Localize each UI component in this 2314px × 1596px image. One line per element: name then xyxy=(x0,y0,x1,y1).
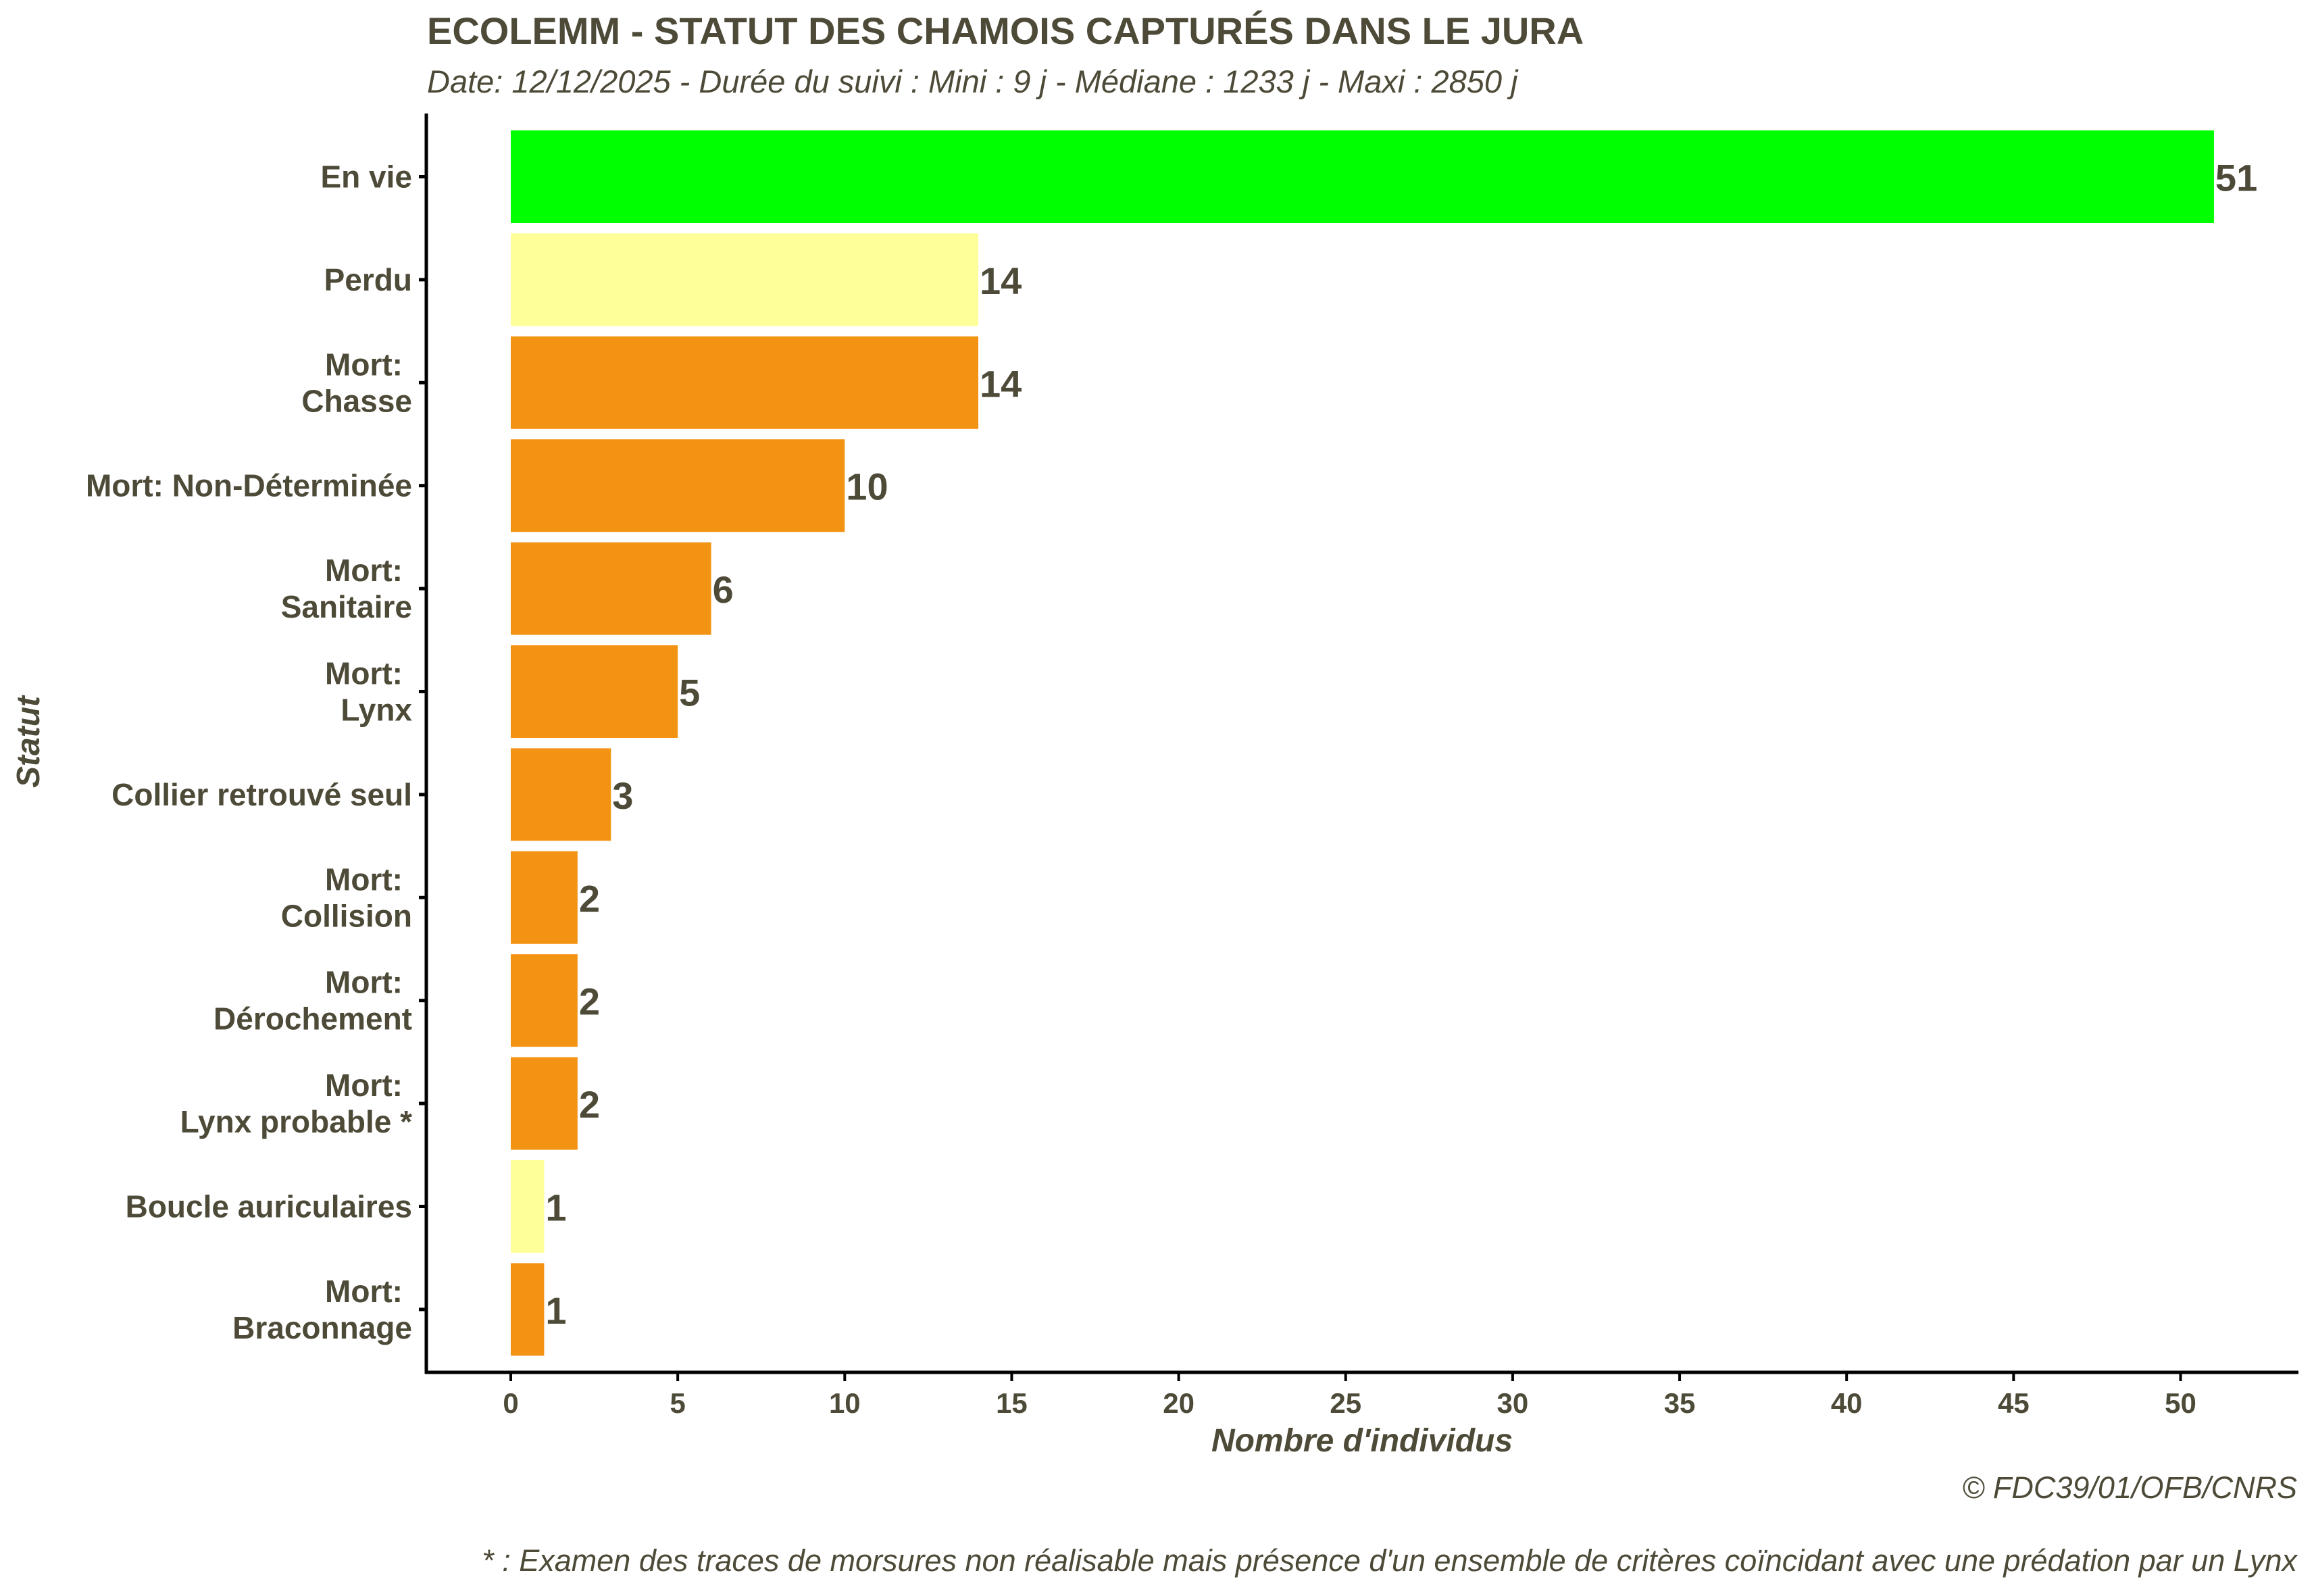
bar xyxy=(511,1057,578,1150)
y-tick-label-line: Lynx probable * xyxy=(180,1104,412,1139)
bar xyxy=(511,748,611,841)
value-label: 2 xyxy=(579,877,600,920)
bar xyxy=(511,954,578,1047)
y-tick-label-line: En vie xyxy=(320,159,412,195)
y-tick-label: Mort: Braconnage xyxy=(232,1274,412,1345)
x-tick-label: 35 xyxy=(1664,1387,1696,1419)
x-tick-label: 15 xyxy=(996,1387,1028,1419)
footnote-caption: * : Examen des traces de morsures non ré… xyxy=(482,1543,2298,1578)
y-tick-label: Perdu xyxy=(324,262,412,297)
value-label: 6 xyxy=(713,568,734,611)
x-tick-label: 45 xyxy=(1998,1387,2030,1419)
y-tick-label-line: Collier retrouvé seul xyxy=(111,777,412,812)
bar xyxy=(511,645,678,738)
chart-subtitle: Date: 12/12/2025 - Durée du suivi : Mini… xyxy=(427,64,1519,99)
bar xyxy=(511,233,979,326)
value-label: 1 xyxy=(545,1289,566,1332)
chart-title: ECOLEMM - STATUT DES CHAMOIS CAPTURÉS DA… xyxy=(427,9,1584,52)
value-label: 14 xyxy=(980,259,1022,302)
x-tick-label: 40 xyxy=(1831,1387,1863,1419)
y-tick-label-line: Braconnage xyxy=(232,1310,412,1345)
y-tick-label-line: Boucle auriculaires xyxy=(126,1189,412,1224)
value-label: 2 xyxy=(579,1083,600,1126)
y-tick-label-line: Collision xyxy=(281,898,412,933)
value-label: 3 xyxy=(612,774,633,817)
x-tick-labels: 0 5 10 15 20 25 30 35 40 45 50 xyxy=(503,1372,2196,1419)
x-axis-title: Nombre d'individus xyxy=(1211,1423,1513,1459)
x-tick-label: 5 xyxy=(670,1387,685,1419)
bar xyxy=(511,439,845,532)
y-tick-label: Mort: Collision xyxy=(281,862,412,933)
y-tick-label-line: Dérochement xyxy=(213,1001,412,1037)
x-tick-label: 25 xyxy=(1330,1387,1361,1419)
value-labels: 51 14 14 10 6 5 3 2 2 2 1 1 xyxy=(545,157,2257,1332)
bars-group xyxy=(511,130,2214,1356)
bar xyxy=(511,1263,545,1356)
bar xyxy=(511,851,578,944)
y-tick-label-line: Mort: xyxy=(325,656,403,691)
y-tick-label-line: Mort: Non-Déterminée xyxy=(86,468,412,503)
x-tick-label: 50 xyxy=(2165,1387,2196,1419)
bar xyxy=(511,542,711,635)
y-tick-label: Mort: Chasse xyxy=(301,347,412,418)
y-tick-label-line: Mort: xyxy=(325,1068,403,1103)
y-axis-title: Statut xyxy=(11,695,47,788)
y-tick-label-line: Mort: xyxy=(325,965,403,1000)
y-tick-label: Mort: Lynx xyxy=(325,656,412,728)
bar xyxy=(511,336,979,429)
y-tick-label: Boucle auriculaires xyxy=(126,1189,412,1224)
y-tick-label-line: Chasse xyxy=(301,383,412,418)
y-tick-label: Mort: Dérochement xyxy=(213,965,412,1037)
y-tick-label-line: Mort: xyxy=(325,347,403,382)
value-label: 2 xyxy=(579,980,600,1023)
bar xyxy=(511,1160,545,1253)
x-tick-label: 10 xyxy=(829,1387,861,1419)
x-tick-label: 0 xyxy=(503,1387,518,1419)
x-tick-label: 20 xyxy=(1163,1387,1194,1419)
copyright-caption: © FDC39/01/OFB/CNRS xyxy=(1962,1470,2297,1505)
value-label: 5 xyxy=(679,672,700,714)
y-tick-label-line: Perdu xyxy=(324,262,412,297)
y-tick-label-line: Mort: xyxy=(325,553,403,588)
value-label: 14 xyxy=(980,362,1022,405)
value-label: 10 xyxy=(846,466,888,508)
y-tick-label: En vie xyxy=(320,159,412,195)
y-tick-label-line: Lynx xyxy=(341,693,412,728)
value-label: 51 xyxy=(2215,157,2257,199)
y-tick-label: Mort: Sanitaire xyxy=(281,553,412,624)
x-tick-label: 30 xyxy=(1497,1387,1529,1419)
y-tick-label-line: Mort: xyxy=(325,1274,403,1309)
y-tick-label: Mort: Non-Déterminée xyxy=(86,468,412,503)
y-tick-label: Mort: Lynx probable * xyxy=(180,1068,412,1139)
y-tick-label: Collier retrouvé seul xyxy=(111,777,412,812)
y-tick-label-line: Sanitaire xyxy=(281,589,412,624)
y-tick-label-line: Mort: xyxy=(325,862,403,897)
bar xyxy=(511,130,2214,223)
value-label: 1 xyxy=(545,1187,566,1229)
